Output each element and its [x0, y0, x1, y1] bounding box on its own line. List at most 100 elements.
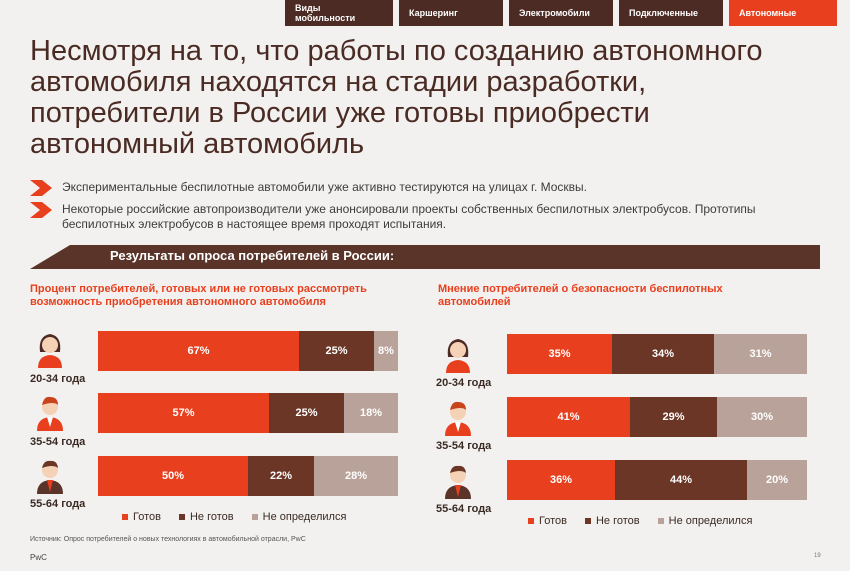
chevron-right-icon	[30, 202, 52, 218]
chart-legend: Готов Не готов Не определился	[122, 511, 346, 523]
tab-label: Каршеринг	[409, 8, 458, 18]
tab-bar: Виды мобильности Каршеринг Электромобили…	[285, 0, 837, 26]
bar-value-label: 25%	[295, 407, 318, 419]
bar-segment: 35%	[507, 334, 612, 374]
bar-value-label: 67%	[187, 345, 210, 357]
legend-item: Не определился	[251, 511, 347, 523]
legend-label: Готов	[539, 515, 567, 527]
legend-item: Готов	[528, 515, 567, 527]
bar-value-label: 29%	[662, 411, 685, 423]
bar-value-label: 41%	[557, 411, 580, 423]
bar-segment: 29%	[630, 397, 717, 437]
bar-value-label: 50%	[161, 470, 185, 482]
bar-value-label: 36%	[549, 474, 573, 486]
bar-row: 57% 25% 18%	[98, 393, 398, 433]
tab-mobility-types[interactable]: Виды мобильности	[285, 0, 393, 26]
tab-label: Виды мобильности	[295, 3, 356, 23]
bar-segment: 8%	[374, 331, 398, 371]
legend-swatch	[178, 514, 185, 521]
bar-segment: 41%	[507, 397, 630, 437]
bar-segment: 18%	[344, 393, 398, 433]
tab-autonomous[interactable]: Автономные	[729, 0, 837, 26]
bar-value-label: 31%	[749, 348, 772, 360]
bar-segment: 31%	[714, 334, 807, 374]
age-label: 55-64 года	[30, 498, 86, 510]
bar-value-label: 8%	[378, 345, 394, 357]
bullet-item: Экспериментальные беспилотные автомобили…	[30, 180, 830, 196]
person-male-icon	[445, 401, 471, 436]
bar-value-label: 25%	[325, 345, 348, 357]
bar-value-label: 34%	[651, 348, 675, 360]
bar-segment: 36%	[507, 460, 615, 500]
bar-row: 35% 34% 31%	[507, 334, 807, 374]
legend-item: Не готов	[178, 511, 234, 523]
bar-value-label: 20%	[765, 474, 789, 486]
bar-value-label: 44%	[669, 474, 693, 486]
person-senior-icon	[445, 465, 471, 499]
legend-swatch	[122, 514, 128, 521]
tab-label: Автономные	[739, 8, 797, 18]
tab-connected[interactable]: Подключенные	[619, 0, 723, 26]
bar-segment: 30%	[717, 397, 807, 437]
bar-value-label: 18%	[359, 407, 383, 419]
bar-value-label: 35%	[548, 348, 571, 360]
legend-item: Готов	[122, 511, 161, 523]
legend-label: Не определился	[262, 511, 347, 523]
banner-shape	[30, 245, 820, 269]
bar-row: 67% 25% 8%	[98, 331, 398, 371]
age-label: 20-34 года	[436, 377, 492, 389]
bar-segment: 25%	[269, 393, 344, 433]
legend-item: Не определился	[657, 515, 753, 527]
bullet-text: Некоторые российские автопроизводители у…	[62, 202, 756, 231]
bar-row: 50% 22% 28%	[98, 456, 398, 496]
chart-right-title: Мнение потребителей о безопасности беспи…	[438, 283, 723, 308]
tab-carsharing[interactable]: Каршеринг	[399, 0, 503, 26]
legend-label: Не готов	[595, 515, 640, 527]
banner-text: Результаты опроса потребителей в России:	[110, 248, 395, 263]
bullet-item: Некоторые российские автопроизводители у…	[30, 202, 830, 232]
legend-swatch	[584, 518, 591, 525]
age-label: 55-64 года	[436, 503, 492, 515]
person-male-icon	[37, 396, 63, 431]
legend-swatch	[528, 518, 534, 525]
bar-value-label: 22%	[269, 470, 293, 482]
legend-label: Не готов	[189, 511, 234, 523]
bullet-text: Экспериментальные беспилотные автомобили…	[62, 180, 587, 194]
chart-legend: Готов Не готов Не определился	[528, 515, 752, 527]
age-label: 35-54 года	[30, 436, 86, 448]
bar-segment: 67%	[98, 331, 299, 371]
bar-segment: 34%	[612, 334, 714, 374]
bar-row: 36% 44% 20%	[507, 460, 807, 500]
bar-value-label: 30%	[750, 411, 774, 423]
bar-segment: 50%	[98, 456, 248, 496]
person-senior-icon	[37, 460, 63, 494]
tab-label: Электромобили	[519, 8, 590, 18]
age-label: 20-34 года	[30, 373, 86, 385]
chevron-right-icon	[30, 180, 52, 196]
legend-label: Готов	[133, 511, 161, 523]
bar-segment: 22%	[248, 456, 314, 496]
tab-electric-cars[interactable]: Электромобили	[509, 0, 613, 26]
tab-label: Подключенные	[629, 8, 699, 18]
bar-segment: 57%	[98, 393, 269, 433]
bar-value-label: 57%	[172, 407, 195, 419]
page-number: 19	[814, 553, 821, 559]
legend-label: Не определился	[668, 515, 753, 527]
bar-segment: 28%	[314, 456, 398, 496]
chart-left-title: Процент потребителей, готовых или не гот…	[30, 283, 367, 308]
results-banner: Результаты опроса потребителей в России:	[30, 245, 820, 269]
source-footnote: Источник: Опрос потребителей о новых тех…	[30, 536, 306, 543]
bar-value-label: 28%	[344, 470, 368, 482]
bar-segment: 25%	[299, 331, 374, 371]
age-label: 35-54 года	[436, 440, 492, 452]
legend-swatch	[657, 518, 664, 525]
bar-row: 41% 29% 30%	[507, 397, 807, 437]
legend-item: Не готов	[584, 515, 640, 527]
legend-swatch	[251, 514, 258, 521]
person-female-icon	[446, 339, 470, 373]
bar-segment: 20%	[747, 460, 807, 500]
bar-segment: 44%	[615, 460, 747, 500]
person-female-icon	[38, 334, 62, 368]
bullet-list: Экспериментальные беспилотные автомобили…	[30, 180, 830, 238]
page-title: Несмотря на то, что работы по созданию а…	[30, 35, 763, 160]
